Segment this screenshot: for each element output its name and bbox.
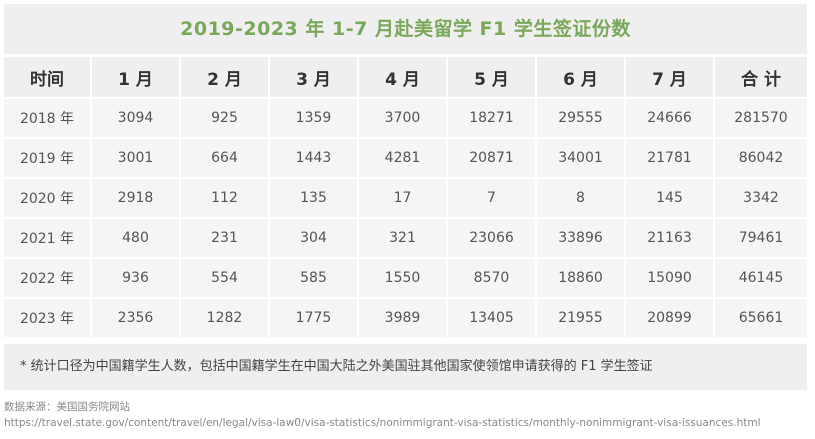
year-cell: 2019 年: [4, 139, 92, 179]
total-cell: 65661: [715, 299, 807, 339]
value-cell: 23066: [448, 219, 537, 259]
value-cell: 304: [270, 219, 359, 259]
value-cell: 112: [181, 179, 270, 219]
value-cell: 33896: [537, 219, 626, 259]
value-cell: 936: [92, 259, 181, 299]
value-cell: 3989: [359, 299, 448, 339]
header-cell-may: 5 月: [448, 57, 537, 99]
source-url: https://travel.state.gov/content/travel/…: [4, 417, 761, 429]
value-cell: 480: [92, 219, 181, 259]
value-cell: 1282: [181, 299, 270, 339]
visa-table-card: 2019-2023 年 1-7 月赴美留学 F1 学生签证份数 时间 1 月 2…: [4, 4, 807, 394]
source-block: 数据来源：美国国务院网站 https://travel.state.gov/co…: [4, 399, 810, 431]
total-cell: 46145: [715, 259, 807, 299]
header-cell-apr: 4 月: [359, 57, 448, 99]
header-cell-time: 时间: [4, 57, 92, 99]
table-row: 2020 年 2918 112 135 17 7 8 145 3342: [4, 179, 807, 219]
value-cell: 8: [537, 179, 626, 219]
value-cell: 1443: [270, 139, 359, 179]
visa-data-table: 时间 1 月 2 月 3 月 4 月 5 月 6 月 7 月 合 计 2018 …: [4, 57, 807, 339]
year-cell: 2022 年: [4, 259, 92, 299]
value-cell: 34001: [537, 139, 626, 179]
table-row: 2022 年 936 554 585 1550 8570 18860 15090…: [4, 259, 807, 299]
value-cell: 20871: [448, 139, 537, 179]
value-cell: 2356: [92, 299, 181, 339]
table-header-row: 时间 1 月 2 月 3 月 4 月 5 月 6 月 7 月 合 计: [4, 57, 807, 99]
value-cell: 145: [626, 179, 715, 219]
value-cell: 24666: [626, 99, 715, 139]
value-cell: 18860: [537, 259, 626, 299]
value-cell: 20899: [626, 299, 715, 339]
value-cell: 664: [181, 139, 270, 179]
value-cell: 231: [181, 219, 270, 259]
value-cell: 2918: [92, 179, 181, 219]
value-cell: 135: [270, 179, 359, 219]
value-cell: 13405: [448, 299, 537, 339]
value-cell: 321: [359, 219, 448, 259]
value-cell: 21955: [537, 299, 626, 339]
value-cell: 1775: [270, 299, 359, 339]
total-cell: 86042: [715, 139, 807, 179]
year-cell: 2018 年: [4, 99, 92, 139]
year-cell: 2021 年: [4, 219, 92, 259]
header-cell-total: 合 计: [715, 57, 807, 99]
value-cell: 3001: [92, 139, 181, 179]
header-cell-jun: 6 月: [537, 57, 626, 99]
table-footnote: * 统计口径为中国籍学生人数，包括中国籍学生在中国大陆之外美国驻其他国家使领馆申…: [4, 344, 807, 390]
total-cell: 3342: [715, 179, 807, 219]
header-cell-jul: 7 月: [626, 57, 715, 99]
value-cell: 554: [181, 259, 270, 299]
value-cell: 3700: [359, 99, 448, 139]
value-cell: 21163: [626, 219, 715, 259]
value-cell: 21781: [626, 139, 715, 179]
source-label: 数据来源：美国国务院网站: [4, 401, 130, 413]
table-row: 2023 年 2356 1282 1775 3989 13405 21955 2…: [4, 299, 807, 339]
total-cell: 79461: [715, 219, 807, 259]
table-row: 2019 年 3001 664 1443 4281 20871 34001 21…: [4, 139, 807, 179]
value-cell: 1550: [359, 259, 448, 299]
value-cell: 15090: [626, 259, 715, 299]
value-cell: 29555: [537, 99, 626, 139]
value-cell: 925: [181, 99, 270, 139]
header-cell-mar: 3 月: [270, 57, 359, 99]
value-cell: 585: [270, 259, 359, 299]
value-cell: 4281: [359, 139, 448, 179]
year-cell: 2023 年: [4, 299, 92, 339]
total-cell: 281570: [715, 99, 807, 139]
value-cell: 8570: [448, 259, 537, 299]
table-row: 2018 年 3094 925 1359 3700 18271 29555 24…: [4, 99, 807, 139]
value-cell: 18271: [448, 99, 537, 139]
year-cell: 2020 年: [4, 179, 92, 219]
value-cell: 1359: [270, 99, 359, 139]
value-cell: 3094: [92, 99, 181, 139]
table-row: 2021 年 480 231 304 321 23066 33896 21163…: [4, 219, 807, 259]
value-cell: 17: [359, 179, 448, 219]
value-cell: 7: [448, 179, 537, 219]
header-cell-jan: 1 月: [92, 57, 181, 99]
table-title: 2019-2023 年 1-7 月赴美留学 F1 学生签证份数: [4, 4, 807, 54]
header-cell-feb: 2 月: [181, 57, 270, 99]
